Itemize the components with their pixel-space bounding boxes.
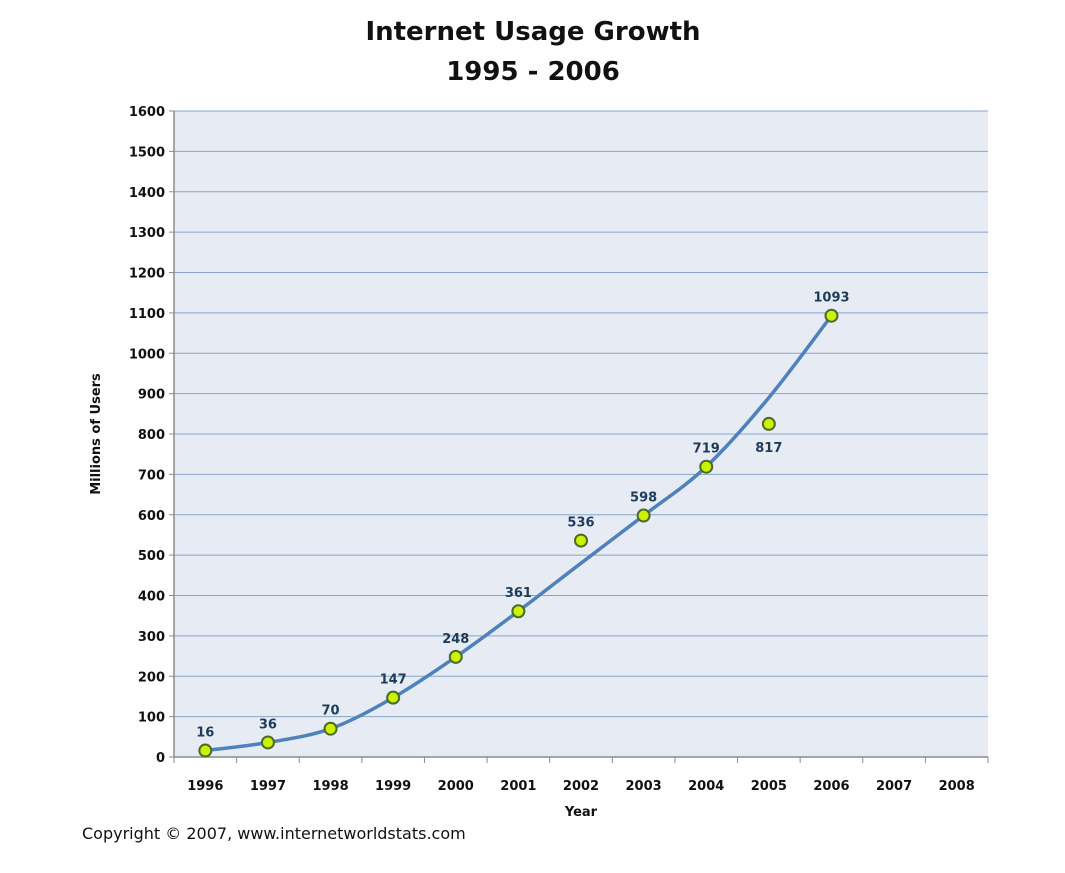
chart-subtitle: 1995 - 2006 <box>446 57 620 87</box>
gridlines <box>174 110 988 718</box>
y-tick-label: 1200 <box>129 267 165 282</box>
trend-line-layer <box>203 313 834 753</box>
data-label: 16 <box>196 726 214 741</box>
x-tick-label: 1999 <box>375 779 411 794</box>
y-tick-label: 400 <box>138 590 165 605</box>
data-point <box>636 508 651 523</box>
data-label: 817 <box>755 441 782 456</box>
data-point <box>260 735 275 750</box>
data-labels: 16 36 70 147 248 361 536 598 719 817 1093 <box>196 291 849 741</box>
y-tick-labels: 0 100 200 300 400 500 600 700 800 900 1000 1100 1200… <box>129 105 165 766</box>
data-point <box>386 690 401 705</box>
data-points <box>198 308 839 758</box>
data-label: 719 <box>693 442 720 457</box>
y-tick-label: 1100 <box>129 307 165 322</box>
data-point <box>574 533 588 548</box>
chart-title: Internet Usage Growth <box>365 17 700 47</box>
data-label: 361 <box>505 586 532 601</box>
x-tick-label: 2006 <box>813 779 849 794</box>
x-axis-label: Year <box>564 805 598 820</box>
data-label: 536 <box>567 516 594 531</box>
y-tick-label: 1000 <box>129 347 165 362</box>
x-tick-label: 1996 <box>187 779 223 794</box>
x-tick-label: 1998 <box>312 779 348 794</box>
x-tick-label: 2000 <box>438 779 474 794</box>
y-tick-label: 1400 <box>129 186 165 201</box>
x-tick-label: 1997 <box>250 779 286 794</box>
x-tick-labels: 1996 1997 1998 1999 2000 2001 2002 2003 2004 2005… <box>187 779 975 794</box>
x-tick-label: 2005 <box>751 779 787 794</box>
y-tick-label: 500 <box>138 549 165 564</box>
data-point <box>511 604 526 619</box>
y-tick-label: 1600 <box>129 105 165 120</box>
y-tick-label: 700 <box>138 468 165 483</box>
x-tick-label: 2001 <box>500 779 536 794</box>
x-tick-label: 2002 <box>563 779 599 794</box>
copyright-notice: Copyright © 2007, www.internetworldstats… <box>82 824 466 843</box>
data-label: 598 <box>630 491 657 506</box>
data-label: 1093 <box>813 291 849 306</box>
data-label: 248 <box>442 632 469 647</box>
axes <box>169 110 989 763</box>
y-tick-label: 300 <box>138 630 165 645</box>
data-point <box>824 308 839 323</box>
y-tick-label: 100 <box>138 711 165 726</box>
x-tick-label: 2003 <box>626 779 662 794</box>
y-tick-label: 200 <box>138 670 165 685</box>
data-point <box>448 649 463 664</box>
x-tick-label: 2004 <box>688 779 724 794</box>
data-point <box>761 416 776 431</box>
y-tick-label: 1500 <box>129 145 165 160</box>
x-tick-label: 2008 <box>939 779 975 794</box>
data-point <box>699 459 714 474</box>
y-tick-label: 1300 <box>129 226 165 241</box>
data-label: 36 <box>259 717 277 732</box>
data-label: 70 <box>321 704 339 719</box>
y-axis-label: Millions of Users <box>89 373 104 495</box>
trend-line <box>203 313 834 753</box>
y-tick-label: 800 <box>138 428 165 443</box>
data-point <box>198 743 213 758</box>
y-tick-label: 600 <box>138 509 165 524</box>
y-tick-label: 900 <box>138 388 165 403</box>
x-tick-label: 2007 <box>876 779 912 794</box>
data-point <box>323 721 338 736</box>
y-tick-label: 0 <box>156 751 165 766</box>
data-label: 147 <box>380 673 407 688</box>
